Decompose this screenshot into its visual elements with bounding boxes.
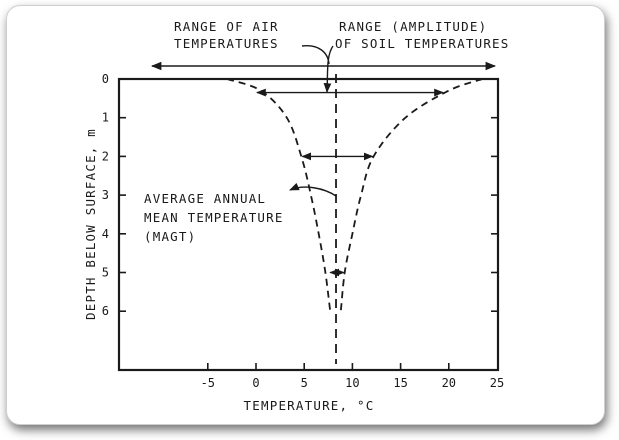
y-tick-label: 0 <box>102 72 109 86</box>
y-tick-label: 6 <box>102 304 109 318</box>
magt-label-line-3: (MAGT) <box>144 229 196 244</box>
x-axis-title: TEMPERATURE, °C <box>244 398 375 413</box>
soil-range-label-line-2: OF SOIL TEMPERATURES <box>335 36 510 51</box>
soil-range-label-line-1: RANGE (AMPLITUDE) <box>339 19 487 34</box>
figure-card <box>6 5 605 425</box>
y-tick-label: 2 <box>102 149 109 163</box>
y-tick-label: 3 <box>102 188 109 202</box>
x-tick-label: -5 <box>201 376 215 390</box>
magt-label-line-1: AVERAGE ANNUAL <box>144 191 266 206</box>
x-tick-label: 5 <box>301 376 308 390</box>
magt-label-line-2: MEAN TEMPERATURE <box>144 210 284 225</box>
y-axis-title: DEPTH BELOW SURFACE, m <box>83 128 98 320</box>
y-tick-label: 1 <box>102 111 109 125</box>
x-tick-label: 10 <box>345 376 359 390</box>
x-tick-label: 0 <box>252 376 259 390</box>
max-temperature-envelope <box>339 78 483 312</box>
x-tick-label: 15 <box>393 376 407 390</box>
y-tick-label: 5 <box>102 266 109 280</box>
x-tick-label: 20 <box>442 376 456 390</box>
x-tick-label: 25 <box>490 376 504 390</box>
magt-leader <box>289 182 337 197</box>
plot-frame <box>117 77 500 372</box>
air-range-leader <box>301 45 330 65</box>
air-range-label-line-1: RANGE OF AIR <box>174 19 279 34</box>
y-tick-label: 4 <box>102 227 109 241</box>
soil-range-leader <box>323 45 334 93</box>
air-range-label-line-2: TEMPERATURES <box>174 36 279 51</box>
